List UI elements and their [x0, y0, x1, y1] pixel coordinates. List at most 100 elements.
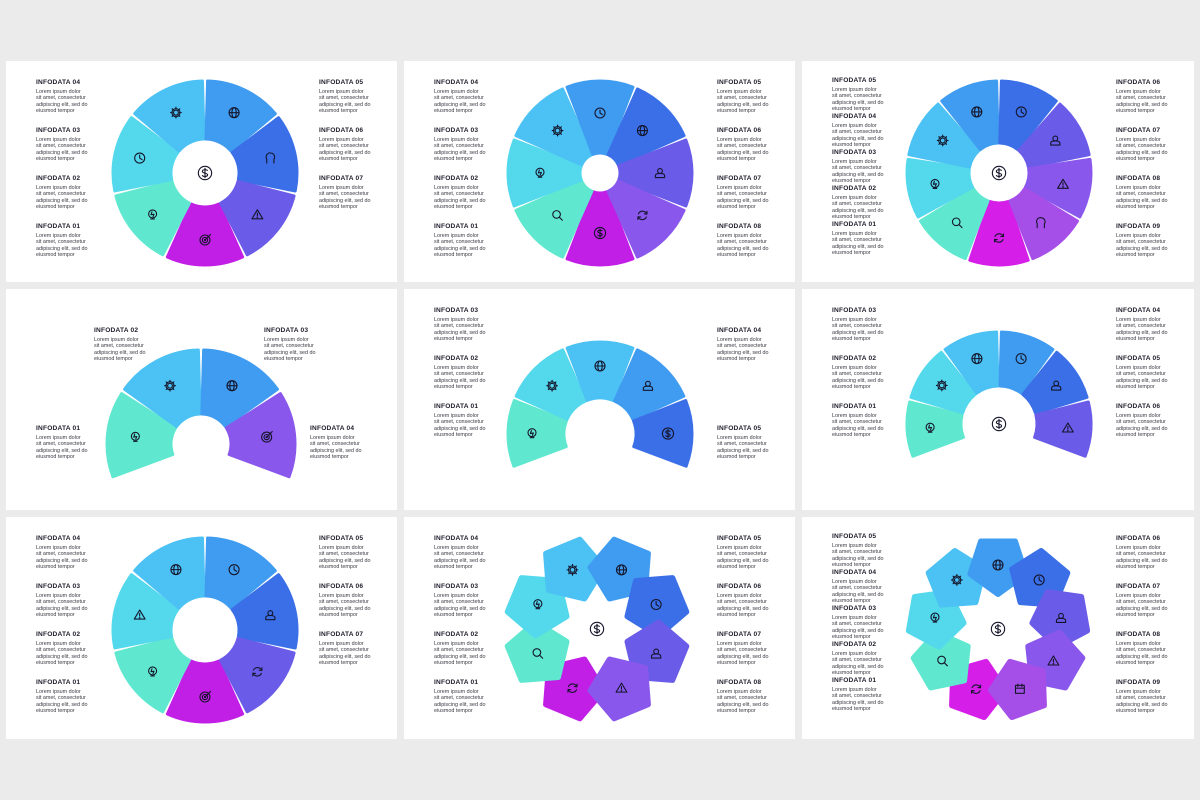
info-label: INFODATA 07 Lorem ipsum dolor sit amet, co… — [1116, 127, 1194, 163]
info-label-title: INFODATA 02 — [36, 631, 81, 638]
info-label-line: adipiscing elit, sed do — [1116, 425, 1168, 432]
user-icon — [654, 168, 666, 179]
info-label: INFODATA 09 Lorem ipsum dolor sit amet, co… — [1116, 223, 1194, 259]
info-label-line: adipiscing elit, sed do — [434, 377, 486, 384]
info-label-title: INFODATA 02 — [434, 631, 479, 638]
clock-icon — [134, 152, 146, 164]
diagram-segment — [123, 348, 202, 429]
info-label-line: eiusmod tempor — [832, 670, 871, 677]
info-label: INFODATA 07 Lorem ipsum dolor sit amet, co… — [1116, 583, 1194, 619]
info-label-body: Lorem ipsum dolor sit amet, consectetur ad… — [1116, 641, 1194, 667]
infographic-slide: INFODATA 03 Lorem ipsum dolor sit amet, co… — [404, 289, 795, 510]
lightbulb-icon — [130, 431, 140, 442]
diagram-segment — [587, 656, 651, 722]
gear-icon — [164, 379, 176, 392]
info-label-line: sit amet, consectetur — [832, 323, 882, 330]
info-label-line: adipiscing elit, sed do — [36, 149, 88, 156]
info-label-body: Lorem ipsum dolor sit amet, consectetur ad… — [1116, 413, 1194, 439]
info-label-line: Lorem ipsum dolor — [717, 233, 762, 239]
info-label: INFODATA 06 Lorem ipsum dolor sit amet, co… — [717, 127, 795, 163]
info-label-line: adipiscing elit, sed do — [1116, 653, 1168, 660]
info-label: INFODATA 03 Lorem ipsum dolor sit amet, co… — [832, 605, 918, 641]
info-label: INFODATA 05 Lorem ipsum dolor sit amet, co… — [717, 79, 795, 115]
info-label-body: Lorem ipsum dolor sit amet, consectetur ad… — [36, 593, 122, 619]
info-label-line: sit amet, consectetur — [310, 441, 360, 448]
infographic-slide: INFODATA 04 Lorem ipsum dolor sit amet, co… — [404, 61, 795, 282]
info-label-line: adipiscing elit, sed do — [1116, 101, 1168, 108]
gear-icon — [935, 379, 948, 392]
info-label-line: eiusmod tempor — [319, 156, 358, 163]
info-label-line: sit amet, consectetur — [1116, 239, 1166, 246]
diagram-segment — [606, 179, 686, 259]
refresh-icon — [567, 683, 578, 693]
info-label: INFODATA 06 Lorem ipsum dolor sit amet, co… — [1116, 403, 1194, 439]
info-label-line: Lorem ipsum dolor — [36, 233, 81, 239]
diagram-segment — [204, 536, 277, 610]
info-label-title: INFODATA 01 — [434, 679, 479, 686]
info-label-body: Lorem ipsum dolor sit amet, consectetur ad… — [1116, 545, 1194, 571]
diagram-segment — [133, 536, 206, 610]
info-label-body: Lorem ipsum dolor sit amet, consectetur ad… — [717, 89, 795, 115]
info-label-line: eiusmod tempor — [832, 142, 871, 149]
info-label-line: Lorem ipsum dolor — [1116, 185, 1161, 191]
infographic-slide: INFODATA 04 Lorem ipsum dolor sit amet, co… — [6, 517, 397, 739]
info-label-line: Lorem ipsum dolor — [434, 593, 479, 599]
diagram-segment — [506, 138, 583, 208]
info-label: INFODATA 03 Lorem ipsum dolor sit amet, co… — [434, 127, 520, 163]
info-label-line: eiusmod tempor — [36, 252, 75, 259]
diagram-segment — [907, 102, 981, 169]
globe-icon — [594, 360, 606, 372]
info-label-line: Lorem ipsum dolor — [832, 87, 877, 93]
info-label-line: eiusmod tempor — [36, 204, 75, 211]
info-label-line: sit amet, consectetur — [319, 551, 369, 558]
clock-icon — [650, 598, 662, 611]
info-label-line: adipiscing elit, sed do — [832, 377, 884, 384]
info-label-line: adipiscing elit, sed do — [717, 605, 769, 612]
info-label-line: adipiscing elit, sed do — [434, 425, 486, 432]
info-label-line: adipiscing elit, sed do — [832, 663, 884, 670]
info-label-line: eiusmod tempor — [36, 156, 75, 163]
info-label-line: Lorem ipsum dolor — [434, 413, 479, 419]
diagram-segment — [514, 348, 587, 421]
info-label: INFODATA 03 Lorem ipsum dolor sit amet, co… — [36, 583, 122, 619]
info-label-title: INFODATA 05 — [319, 79, 364, 86]
info-label-line: adipiscing elit, sed do — [1116, 377, 1168, 384]
info-label-line: Lorem ipsum dolor — [36, 185, 81, 191]
refresh-icon — [637, 210, 648, 221]
info-label-line: eiusmod tempor — [1116, 108, 1155, 115]
info-label-line: eiusmod tempor — [832, 178, 871, 185]
info-label-body: Lorem ipsum dolor sit amet, consectetur ad… — [832, 543, 918, 569]
diagram-segment — [987, 658, 1047, 721]
info-label-title: INFODATA 08 — [1116, 175, 1161, 182]
info-label-body: Lorem ipsum dolor sit amet, consectetur ad… — [832, 413, 918, 439]
info-label-line: adipiscing elit, sed do — [1116, 557, 1168, 564]
info-label: INFODATA 01 Lorem ipsum dolor sit amet, co… — [832, 221, 918, 257]
info-label-line: sit amet, consectetur — [832, 93, 882, 100]
info-label-line: sit amet, consectetur — [36, 239, 86, 246]
info-label-line: sit amet, consectetur — [36, 551, 86, 558]
info-label: INFODATA 01 Lorem ipsum dolor sit amet, co… — [832, 403, 918, 439]
info-label-line: adipiscing elit, sed do — [832, 99, 884, 106]
info-label: INFODATA 06 Lorem ipsum dolor sit amet, co… — [1116, 535, 1194, 571]
info-label-title: INFODATA 05 — [717, 425, 762, 432]
info-label-title: INFODATA 04 — [434, 79, 479, 86]
info-label-line: sit amet, consectetur — [717, 599, 767, 606]
info-label-line: sit amet, consectetur — [36, 599, 86, 606]
info-label-title: INFODATA 02 — [94, 327, 139, 334]
info-label: INFODATA 06 Lorem ipsum dolor sit amet, co… — [1116, 79, 1194, 115]
info-label-line: sit amet, consectetur — [832, 165, 882, 172]
info-label-title: INFODATA 07 — [319, 631, 364, 638]
info-label-line: adipiscing elit, sed do — [36, 653, 88, 660]
info-label-title: INFODATA 08 — [1116, 631, 1161, 638]
info-label: INFODATA 04 Lorem ipsum dolor sit amet, co… — [1116, 307, 1194, 343]
info-label-line: eiusmod tempor — [717, 156, 756, 163]
info-label: INFODATA 02 Lorem ipsum dolor sit amet, co… — [434, 355, 520, 391]
info-label-line: sit amet, consectetur — [319, 599, 369, 606]
info-label-body: Lorem ipsum dolor sit amet, consectetur ad… — [319, 593, 397, 619]
diagram-segment — [111, 573, 180, 650]
info-label-line: adipiscing elit, sed do — [434, 701, 486, 708]
info-label: INFODATA 03 Lorem ipsum dolor sit amet, co… — [434, 307, 520, 343]
info-label-title: INFODATA 01 — [36, 223, 81, 230]
info-label-line: sit amet, consectetur — [832, 657, 882, 664]
info-label-body: Lorem ipsum dolor sit amet, consectetur ad… — [1116, 593, 1194, 619]
